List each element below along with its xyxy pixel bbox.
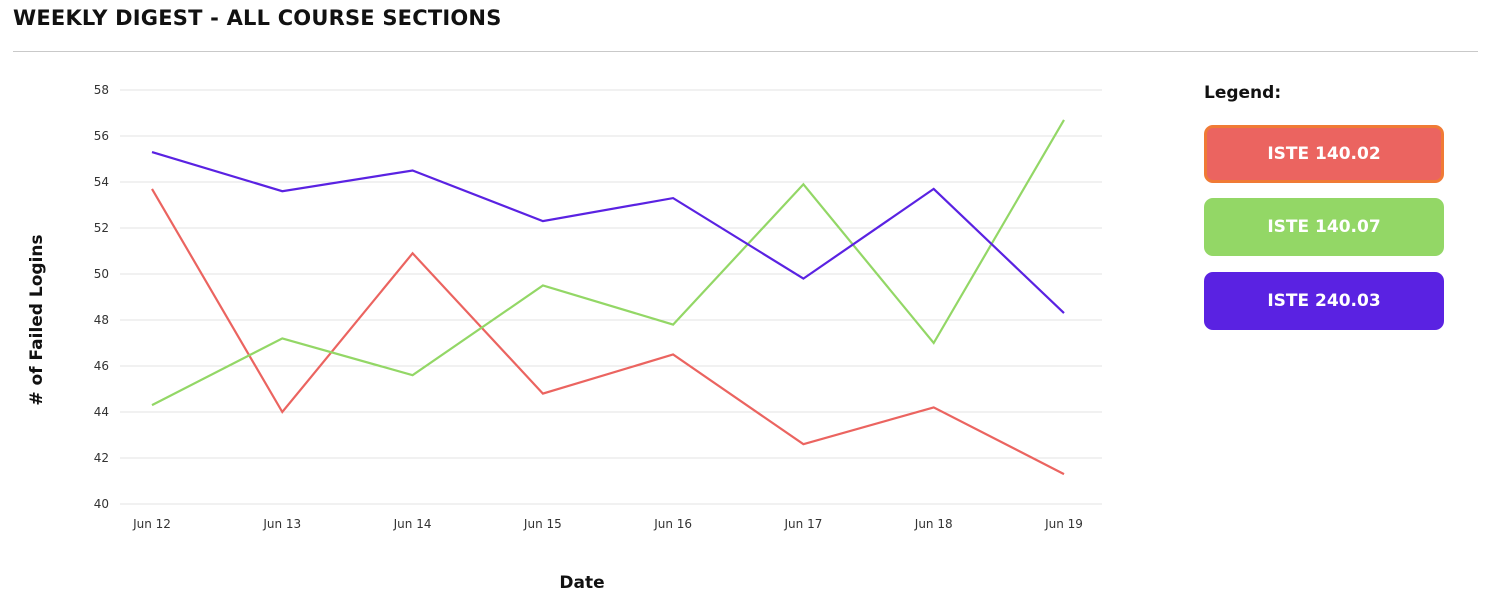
x-tick-label: Jun 13 bbox=[262, 517, 301, 531]
legend-item-iste-240-03[interactable]: ISTE 240.03 bbox=[1204, 272, 1444, 330]
x-tick-label: Jun 19 bbox=[1044, 517, 1083, 531]
x-tick-label: Jun 15 bbox=[523, 517, 562, 531]
grid-lines bbox=[120, 89, 1102, 505]
y-tick-label: 52 bbox=[94, 221, 109, 235]
y-tick-label: 40 bbox=[94, 497, 109, 511]
x-tick-label: Jun 16 bbox=[653, 517, 692, 531]
legend-item-iste-140-02[interactable]: ISTE 140.02 bbox=[1204, 125, 1444, 183]
y-tick-label: 50 bbox=[94, 267, 109, 281]
y-axis-title: # of Failed Logins bbox=[27, 234, 47, 405]
y-tick-label: 44 bbox=[94, 405, 109, 419]
legend-title: Legend: bbox=[1204, 83, 1282, 103]
x-tick-label: Jun 17 bbox=[784, 517, 823, 531]
legend-item-label: ISTE 140.02 bbox=[1267, 144, 1381, 164]
series-line-iste-240-03 bbox=[151, 151, 1065, 314]
y-tick-label: 46 bbox=[94, 359, 109, 373]
y-tick-label: 58 bbox=[94, 83, 109, 97]
x-tick-label: Jun 14 bbox=[393, 517, 432, 531]
y-tick-label: 56 bbox=[94, 129, 109, 143]
x-axis-title: Date bbox=[559, 573, 604, 593]
x-tick-label: Jun 18 bbox=[914, 517, 953, 531]
series-line-iste-140-02 bbox=[151, 188, 1065, 476]
y-tick-label: 48 bbox=[94, 313, 109, 327]
x-axis-ticks: Jun 12 Jun 13 Jun 14 Jun 15 Jun 16 Jun 17 Jun … bbox=[132, 517, 1083, 531]
y-tick-label: 42 bbox=[94, 451, 109, 465]
y-axis-ticks: 40 42 44 46 48 50 52 54 56 58 bbox=[94, 83, 109, 511]
series-lines bbox=[151, 119, 1065, 476]
legend-item-label: ISTE 240.03 bbox=[1267, 291, 1381, 311]
page-title: WEEKLY DIGEST - ALL COURSE SECTIONS bbox=[13, 6, 502, 30]
series-line-iste-140-07 bbox=[151, 119, 1065, 407]
header-divider bbox=[13, 51, 1478, 52]
x-tick-label: Jun 12 bbox=[132, 517, 171, 531]
y-tick-label: 54 bbox=[94, 175, 109, 189]
legend-item-iste-140-07[interactable]: ISTE 140.07 bbox=[1204, 198, 1444, 256]
legend-item-label: ISTE 140.07 bbox=[1267, 217, 1381, 237]
